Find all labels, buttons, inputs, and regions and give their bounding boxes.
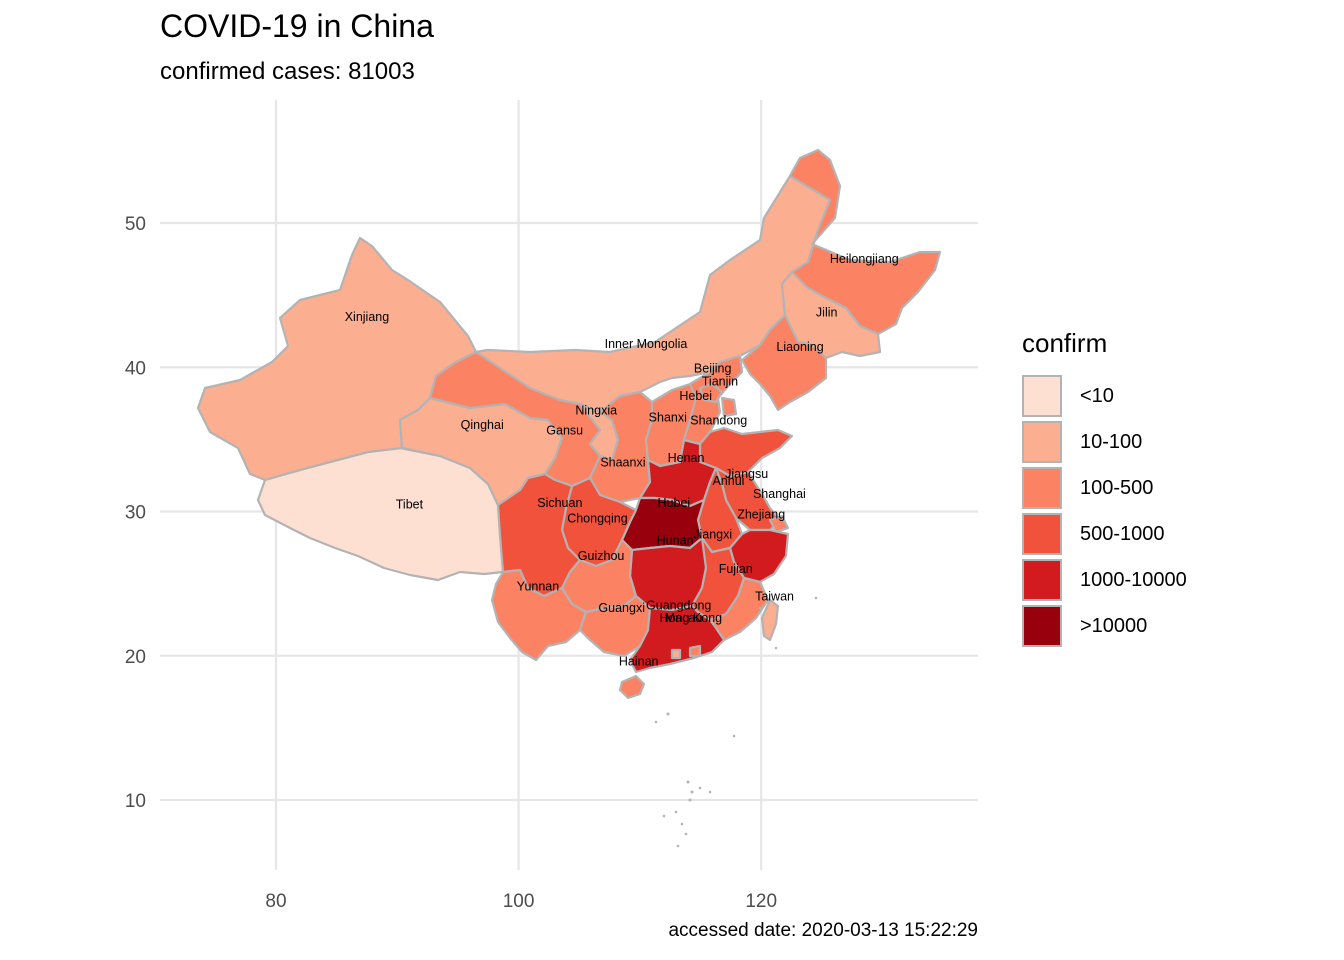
y-tick-label: 30 (125, 503, 146, 524)
map-title: COVID-19 in China (160, 8, 434, 44)
islet-dot (698, 786, 702, 790)
label-guangdong: Guangdong (646, 598, 711, 612)
region-liaoning (740, 313, 828, 412)
label-taiwan: Taiwan (755, 590, 794, 604)
y-tick-label: 20 (125, 647, 146, 668)
legend-swatch (1022, 421, 1062, 463)
region-yunnan (490, 568, 588, 662)
islet-dot (774, 646, 778, 650)
region-macau (670, 648, 682, 660)
label-hainan: Hainan (619, 655, 659, 669)
islet-dot (686, 780, 690, 784)
label-fujian: Fujian (719, 562, 753, 576)
label-tianjin: Tianjin (702, 375, 738, 389)
region-hong-kong (688, 644, 702, 658)
legend-label: 500-1000 (1080, 522, 1165, 545)
label-tibet: Tibet (396, 497, 424, 511)
x-tick-label: 100 (503, 891, 535, 912)
legend-swatch (1022, 375, 1062, 417)
label-jiangxi: Jiangxi (693, 528, 732, 542)
south-china-sea-islands (654, 596, 818, 848)
islet-dot (684, 832, 688, 836)
islet-dot (814, 596, 818, 600)
legend-label: >10000 (1080, 614, 1148, 637)
label-yunnan: Yunnan (517, 580, 559, 594)
legend-item: >10000 (1022, 603, 1187, 649)
legend-swatch (1022, 513, 1062, 555)
region-taiwan (760, 598, 780, 642)
legend-label: 1000-10000 (1080, 568, 1187, 591)
label-hubei: Hubei (658, 496, 691, 510)
label-inner-mongolia: Inner Mongolia (605, 337, 688, 351)
legend-items: <10 10-100 100-500 500-1000 1000-10000 >10000 (1022, 373, 1187, 649)
legend-item: 500-1000 (1022, 511, 1187, 557)
label-hunan: Hunan (657, 533, 694, 547)
x-tick-label: 80 (265, 891, 286, 912)
legend-label: 10-100 (1080, 430, 1143, 453)
province-polygons (196, 148, 942, 700)
islet-dot (676, 844, 680, 848)
legend-label: <10 (1080, 384, 1114, 407)
y-tick-label: 40 (125, 358, 146, 379)
label-jilin: Jilin (816, 305, 838, 319)
legend-label: 100-500 (1080, 476, 1154, 499)
y-tick-label: 10 (125, 791, 146, 812)
label-sichuan: Sichuan (537, 496, 582, 510)
islet-dot (680, 822, 684, 826)
legend-item: 1000-10000 (1022, 557, 1187, 603)
label-shandong: Shandong (690, 414, 747, 428)
label-gansu: Gansu (546, 424, 583, 438)
province-labels: Xinjiang Tibet Qinghai Gansu Inner Mongolia N… (345, 252, 899, 668)
axis-tick-labels: 80 100 120 10 20 30 40 50 (125, 214, 777, 912)
label-qinghai: Qinghai (461, 418, 504, 432)
x-tick-label: 120 (745, 891, 777, 912)
label-hong-kong: Hong Kong (660, 611, 723, 625)
legend-swatch (1022, 467, 1062, 509)
legend: confirm <10 10-100 100-500 500-1000 1000-100… (1022, 328, 1187, 649)
label-hebei: Hebei (679, 389, 712, 403)
label-chongqing: Chongqing (567, 512, 628, 526)
islet-dot (732, 734, 736, 738)
label-jiangsu: Jiangsu (725, 467, 768, 481)
islet-dot (662, 814, 666, 818)
region-shanghai (768, 514, 790, 534)
label-xinjiang: Xinjiang (345, 310, 390, 324)
label-henan: Henan (668, 451, 705, 465)
label-shanghai: Shanghai (753, 487, 806, 501)
legend-item: 10-100 (1022, 419, 1187, 465)
label-anhui: Anhui (712, 474, 744, 488)
islet-dot (708, 790, 712, 794)
label-beijing: Beijing (694, 362, 732, 376)
label-ningxia: Ningxia (575, 404, 617, 418)
label-macau: Macau (665, 611, 703, 625)
label-heilongjiang: Heilongjiang (830, 252, 899, 266)
label-shanxi: Shanxi (649, 411, 687, 425)
label-liaoning: Liaoning (776, 340, 823, 354)
legend-item: <10 (1022, 373, 1187, 419)
region-hainan (618, 674, 646, 700)
region-beijing (698, 382, 724, 404)
legend-swatch (1022, 605, 1062, 647)
islet-dot (666, 712, 670, 716)
islet-dot (688, 798, 692, 802)
legend-item: 100-500 (1022, 465, 1187, 511)
legend-swatch (1022, 559, 1062, 601)
accessed-date-caption: accessed date: 2020-03-13 15:22:29 (668, 920, 978, 941)
islet-dot (674, 810, 678, 814)
islet-dot (758, 606, 762, 610)
label-zhejiang: Zhejiang (737, 507, 785, 521)
legend-title: confirm (1022, 328, 1108, 358)
islet-dot (654, 720, 658, 724)
y-tick-label: 50 (125, 214, 146, 235)
label-shaanxi: Shaanxi (600, 455, 645, 469)
region-tianjin (720, 396, 738, 418)
map-subtitle: confirmed cases: 81003 (160, 58, 415, 85)
islet-dot (690, 790, 694, 794)
label-guangxi: Guangxi (598, 601, 645, 615)
label-guizhou: Guizhou (578, 549, 625, 563)
